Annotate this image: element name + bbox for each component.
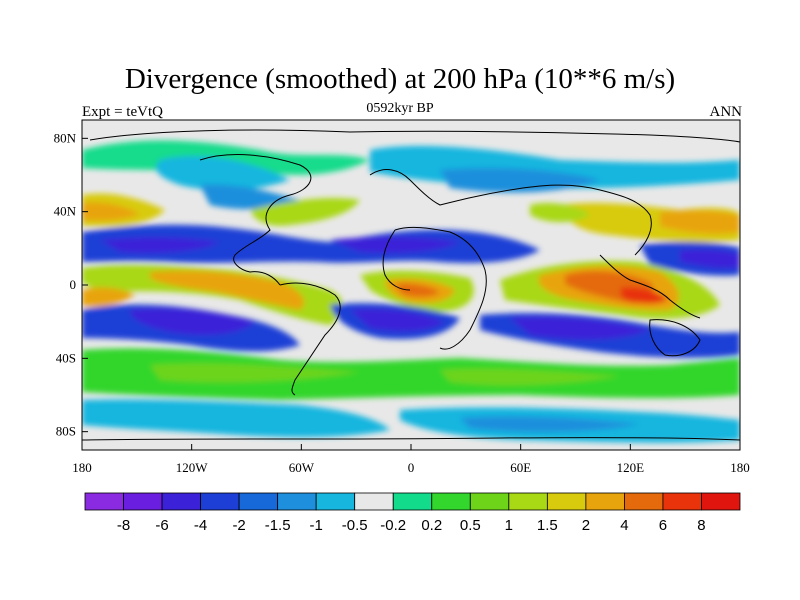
colorbar-swatch: [546, 492, 587, 511]
colorbar-label: 0.2: [421, 517, 442, 534]
colorbar: -8 -6 -4 -2 -1.5 -1 -0.5 -0.2 0.2 0.5 1 1.5 2 4 6 8: [84, 492, 741, 534]
divergence-field: [82, 120, 740, 450]
colorbar-label: -1: [310, 517, 323, 534]
time-label: 0592kyr BP: [366, 101, 434, 116]
x-tick-label: 120E: [617, 460, 645, 475]
colorbar-label: -1.5: [265, 517, 291, 534]
x-tick-label: 60E: [510, 460, 531, 475]
colorbar-label: 1.5: [537, 517, 558, 534]
colorbar-swatch: [200, 492, 240, 511]
colorbar-swatch: [238, 492, 279, 511]
colorbar-label: -6: [155, 517, 168, 534]
colorbar-label: -8: [117, 517, 130, 534]
colorbar-swatch: [662, 492, 702, 511]
colorbar-swatch: [508, 492, 548, 511]
colorbar-label: -0.5: [342, 517, 368, 534]
colorbar-label: -2: [232, 517, 245, 534]
colorbar-swatch: [161, 492, 201, 511]
colorbar-swatch: [431, 492, 471, 511]
colorbar-label: 2: [582, 517, 590, 534]
y-tick-label: 80S: [56, 424, 76, 439]
colorbar-swatch: [624, 492, 664, 511]
colorbar-label: 8: [697, 517, 705, 534]
colorbar-swatch: [392, 492, 433, 511]
colorbar-swatch: [123, 492, 163, 511]
colorbar-swatch: [277, 492, 317, 511]
colorbar-swatch: [469, 492, 510, 511]
colorbar-label: -4: [194, 517, 207, 534]
colorbar-swatch: [701, 492, 741, 511]
colorbar-label: 4: [620, 517, 628, 534]
colorbar-swatch: [315, 492, 356, 511]
y-tick-label: 40N: [54, 204, 77, 219]
y-tick-label: 80N: [54, 130, 77, 145]
y-axis: 80N 40N 0 40S 80S: [54, 130, 88, 439]
x-tick-label: 0: [408, 460, 415, 475]
colorbar-label: 0.5: [460, 517, 481, 534]
season-label: ANN: [709, 104, 743, 120]
x-tick-label: 120W: [176, 460, 209, 475]
y-tick-label: 40S: [56, 350, 76, 365]
colorbar-label: -0.2: [380, 517, 406, 534]
colorbar-swatch: [354, 492, 394, 511]
plot-title: Divergence (smoothed) at 200 hPa (10**6 …: [124, 63, 676, 95]
colorbar-swatch: [585, 492, 625, 511]
y-tick-label: 0: [70, 277, 77, 292]
x-tick-label: 60W: [289, 460, 315, 475]
experiment-label: Expt = teVtQ: [82, 104, 163, 120]
colorbar-label: 6: [659, 517, 667, 534]
x-tick-label: 180: [72, 460, 92, 475]
colorbar-label: 1: [505, 517, 513, 534]
colorbar-swatch: [84, 492, 124, 511]
coastlines: [82, 129, 740, 441]
x-axis: 180 120W 60W 0 60E 120E 180: [72, 444, 750, 475]
x-tick-label: 180: [730, 460, 750, 475]
